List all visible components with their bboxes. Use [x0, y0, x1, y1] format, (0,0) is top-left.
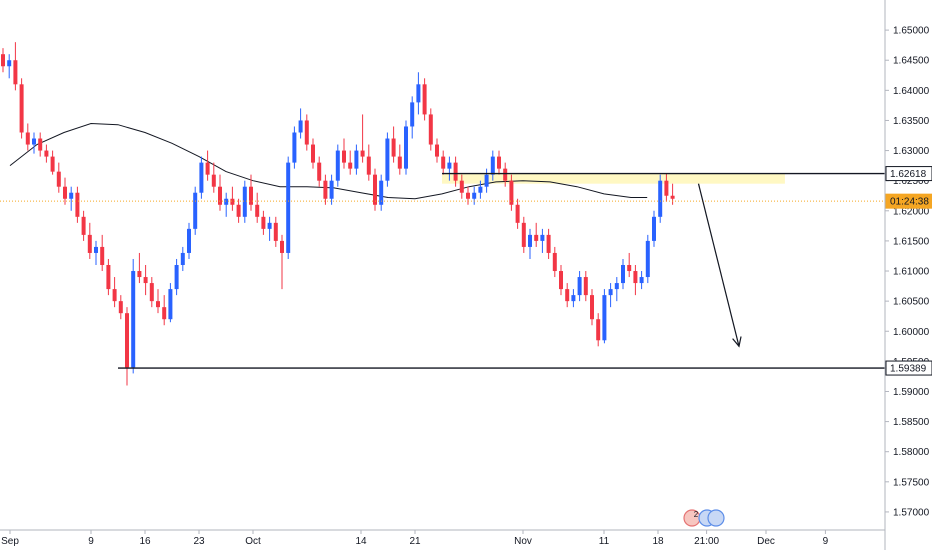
y-tick-label: 1.57000 — [893, 507, 930, 518]
x-tick-label: 11 — [599, 536, 610, 547]
x-tick-label: 16 — [139, 536, 151, 547]
x-tick-label: 18 — [652, 536, 664, 547]
candle — [193, 187, 197, 235]
candle — [336, 145, 340, 187]
candle — [646, 235, 650, 283]
resistance-price-label[interactable]: 1.62618 — [886, 167, 932, 181]
event-badges[interactable]: 2 — [684, 510, 724, 526]
y-tick-label: 1.61000 — [893, 267, 930, 278]
x-tick-label: 9 — [823, 536, 829, 547]
candle — [429, 108, 433, 150]
y-tick-label: 1.64000 — [893, 86, 930, 97]
y-tick-label: 1.58500 — [893, 417, 930, 428]
y-tick-label: 1.58000 — [893, 447, 930, 458]
x-tick-label: Dec — [757, 536, 775, 547]
candle — [404, 120, 408, 174]
candle — [243, 181, 247, 223]
candle — [658, 175, 662, 223]
x-tick-label: 9 — [88, 536, 94, 547]
candle — [131, 259, 135, 373]
x-tick-label: Sep — [1, 536, 19, 547]
candle — [385, 133, 389, 187]
candle — [286, 157, 290, 259]
svg-text:1.59389: 1.59389 — [890, 364, 927, 375]
candle — [20, 78, 24, 138]
y-tick-label: 1.60000 — [893, 327, 930, 338]
x-tick-label: 23 — [193, 536, 205, 547]
tradingview-event-badge-icon[interactable]: 2 — [684, 510, 724, 526]
y-tick-label: 1.63500 — [893, 116, 930, 127]
y-tick-label: 1.60500 — [893, 297, 930, 308]
x-tick-label: Oct — [245, 536, 261, 547]
svg-text:1.62618: 1.62618 — [890, 169, 927, 180]
x-tick-label: Nov — [514, 536, 532, 547]
x-tick-label: 14 — [355, 536, 367, 547]
y-tick-label: 1.61500 — [893, 236, 930, 247]
y-tick-label: 1.64500 — [893, 56, 930, 67]
y-tick-label: 1.59000 — [893, 387, 930, 398]
x-tick-label: 21 — [409, 536, 421, 547]
candle — [373, 169, 377, 211]
support-price-label[interactable]: 1.59389 — [886, 361, 932, 375]
candle — [199, 157, 203, 199]
svg-text:2: 2 — [694, 510, 699, 519]
y-tick-label: 1.65000 — [893, 26, 930, 37]
current-price-label[interactable]: 01:24:38 — [886, 194, 932, 208]
candle — [292, 126, 296, 168]
svg-text:01:24:38: 01:24:38 — [890, 197, 929, 208]
x-tick-label: 21:00 — [694, 536, 719, 547]
y-tick-label: 1.63000 — [893, 146, 930, 157]
y-tick-label: 1.57500 — [893, 477, 930, 488]
candle — [423, 78, 427, 120]
candle — [602, 289, 606, 343]
